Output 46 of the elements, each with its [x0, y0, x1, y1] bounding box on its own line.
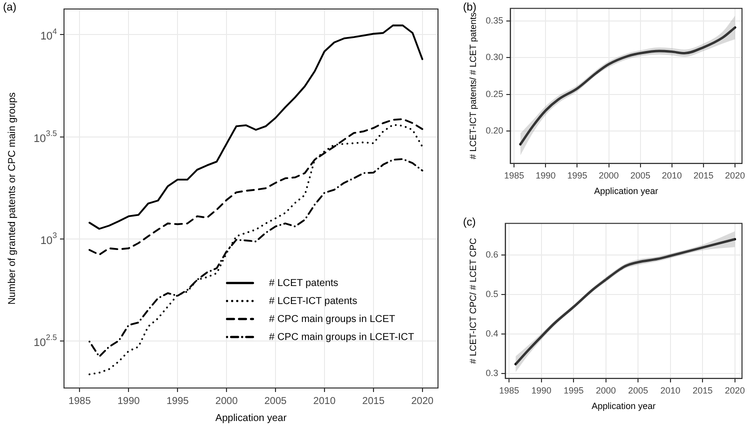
- y-tick-label: 0.5: [486, 289, 498, 300]
- x-tick-label: 2010: [660, 385, 680, 396]
- x-tick-label: 2010: [313, 396, 336, 407]
- x-tick-label: 2000: [215, 396, 238, 407]
- chart-title: (b): [463, 2, 476, 14]
- x-tick-label: 2000: [598, 170, 619, 180]
- y-axis-title: # LCET-ICT CPC/ # LCET CPC: [468, 238, 478, 364]
- x-tick-label: 2005: [630, 170, 650, 180]
- x-tick-label: 2015: [692, 385, 713, 396]
- y-tick-label: 0.30: [486, 52, 504, 62]
- x-tick-label: 1985: [68, 396, 92, 407]
- chart-title: (c): [463, 216, 476, 229]
- x-tick-label: 2015: [693, 170, 714, 180]
- y-tick-label: 0.3: [486, 368, 498, 378]
- x-tick-label: 2015: [362, 396, 385, 407]
- x-tick-label: 1990: [536, 170, 556, 180]
- x-tick-label: 2005: [628, 385, 648, 396]
- x-tick-label: 2020: [411, 396, 434, 407]
- x-tick-label: 1985: [499, 385, 520, 396]
- x-axis-title: Application year: [594, 186, 658, 196]
- x-axis-title: Application year: [215, 412, 288, 424]
- chart-title: (a): [3, 2, 16, 14]
- x-tick-label: 1995: [567, 170, 588, 180]
- x-tick-label: 2020: [724, 385, 745, 396]
- x-tick-label: 2000: [596, 385, 616, 396]
- y-tick-label: 0.35: [486, 15, 504, 26]
- legend-label: # LCET patents: [269, 278, 338, 289]
- x-tick-label: 1990: [117, 396, 140, 407]
- y-tick-label: 0.25: [486, 88, 504, 99]
- legend-label: # CPC main groups in LCET-ICT: [269, 332, 414, 343]
- x-axis-title: Application year: [592, 401, 656, 412]
- x-tick-label: 2020: [725, 170, 746, 180]
- x-tick-label: 1990: [531, 385, 552, 396]
- x-tick-label: 1995: [564, 385, 584, 396]
- x-tick-label: 2010: [662, 170, 682, 180]
- x-tick-label: 2005: [264, 396, 288, 407]
- line-series: [519, 26, 736, 146]
- y-axis-title: # LCET-ICT patents/ # LCET patents: [468, 12, 478, 160]
- x-tick-label: 1985: [504, 170, 524, 180]
- y-tick-label: 0.20: [486, 126, 504, 136]
- y-axis-title: Number of granted patents or CPC main groups: [6, 92, 18, 305]
- legend-label: # LCET-ICT patents: [269, 296, 358, 307]
- legend-label: # CPC main groups in LCET: [269, 314, 396, 325]
- y-tick-label: 0.6: [486, 250, 498, 260]
- x-tick-label: 1995: [166, 396, 190, 407]
- y-tick-label: 0.4: [486, 328, 498, 339]
